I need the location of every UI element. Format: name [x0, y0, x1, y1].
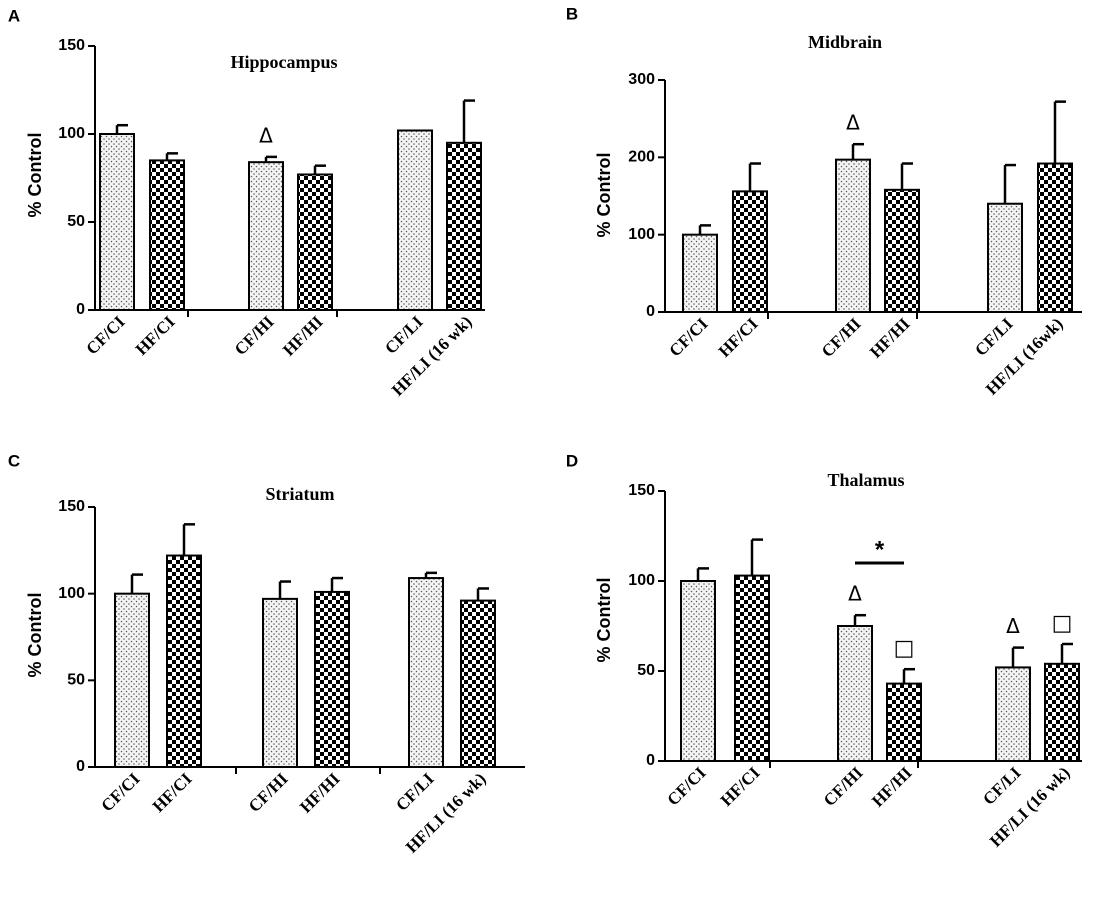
y-tick-label: 150	[628, 482, 655, 499]
delta-marker: Δ	[259, 123, 273, 147]
x-tick-label: HF/HI	[279, 312, 327, 360]
x-tick-label: HF/CI	[132, 312, 179, 359]
x-tick-label: HF/CI	[149, 769, 196, 816]
bar	[408, 577, 444, 768]
bar	[397, 129, 433, 311]
bar	[99, 133, 135, 311]
x-tick-label: HF/HI	[296, 769, 344, 817]
bar	[114, 592, 150, 769]
panel-letter: A	[8, 6, 20, 25]
chart-title: Striatum	[266, 484, 335, 504]
bar	[837, 625, 873, 762]
panel-d: D Thalamus % Control 0 50 100 150 CF/CI HF/CI CF/…	[566, 451, 1082, 851]
bar	[884, 188, 920, 314]
y-tick-label: 0	[646, 752, 655, 769]
bar	[262, 597, 298, 768]
panel-letter: B	[566, 4, 578, 23]
y-axis-label: % Control	[594, 578, 614, 663]
x-tick-label: CF/HI	[245, 769, 292, 816]
y-tick-label: 50	[67, 672, 85, 689]
y-tick-label: 50	[67, 213, 85, 230]
y-tick-label: 300	[628, 71, 655, 88]
bar	[166, 554, 202, 768]
bar	[248, 161, 284, 311]
bar	[314, 590, 350, 769]
bar	[1044, 662, 1080, 762]
x-tick-label: CF/LI	[381, 312, 427, 358]
y-tick-label: 100	[58, 585, 85, 602]
square-marker: □	[1052, 611, 1073, 636]
x-tick-label: CF/HI	[820, 763, 867, 810]
y-tick-label: 100	[58, 125, 85, 142]
bar	[995, 666, 1031, 763]
bar	[149, 159, 185, 311]
panel-c: C Striatum % Control 0 50 100 150 CF/CI HF/CI CF/…	[8, 451, 525, 857]
y-tick-label: 150	[58, 37, 85, 54]
y-tick-label: 0	[76, 301, 85, 318]
x-tick-label: CF/CI	[82, 312, 128, 358]
bar	[987, 202, 1023, 314]
x-tick-label: CF/LI	[971, 314, 1017, 360]
x-tick-label: HF/CI	[715, 314, 762, 361]
panel-letter: D	[566, 451, 578, 470]
x-tick-label: HF/CI	[717, 763, 764, 810]
bar	[1037, 162, 1073, 313]
x-tick-label: CF/HI	[231, 312, 278, 359]
delta-marker: Δ	[1006, 614, 1020, 638]
bar	[835, 158, 871, 313]
x-tick-label: CF/LI	[392, 769, 438, 815]
x-tick-label: CF/CI	[663, 763, 709, 809]
square-marker: □	[894, 636, 915, 661]
bar	[446, 141, 482, 311]
panel-a: A Hippocampus % Control 0 50 100 150 CF/CI HF/CI…	[8, 6, 485, 400]
x-tick-label: CF/LI	[979, 763, 1025, 809]
y-axis-label: % Control	[25, 593, 45, 678]
y-tick-label: 50	[637, 662, 655, 679]
bar	[886, 682, 922, 762]
chart-title: Hippocampus	[230, 52, 337, 72]
x-tick-label: HF/HI	[868, 763, 916, 811]
y-axis-label: % Control	[594, 153, 614, 238]
x-tick-label: CF/CI	[665, 314, 711, 360]
x-tick-label: HF/HI	[866, 314, 914, 362]
y-axis-label: % Control	[25, 133, 45, 218]
panel-b: B Midbrain % Control 0 100 200 300 CF/CI HF/CI CF…	[566, 4, 1082, 399]
chart-title: Thalamus	[827, 470, 904, 490]
bar	[460, 599, 496, 768]
y-tick-label: 0	[76, 758, 85, 775]
x-tick-label: CF/HI	[818, 314, 865, 361]
y-tick-label: 150	[58, 498, 85, 515]
y-tick-label: 100	[628, 226, 655, 243]
y-tick-label: 0	[646, 303, 655, 320]
bar	[680, 580, 716, 762]
bar	[734, 574, 770, 762]
x-tick-label: CF/CI	[97, 769, 143, 815]
delta-marker: Δ	[846, 111, 860, 135]
bar	[682, 233, 718, 314]
y-tick-label: 100	[628, 572, 655, 589]
chart-title: Midbrain	[808, 32, 882, 52]
significance-star: *	[875, 536, 885, 563]
y-tick-label: 200	[628, 149, 655, 166]
bar	[732, 190, 768, 313]
delta-marker: Δ	[848, 582, 862, 606]
panel-letter: C	[8, 451, 20, 470]
bar	[297, 173, 333, 311]
